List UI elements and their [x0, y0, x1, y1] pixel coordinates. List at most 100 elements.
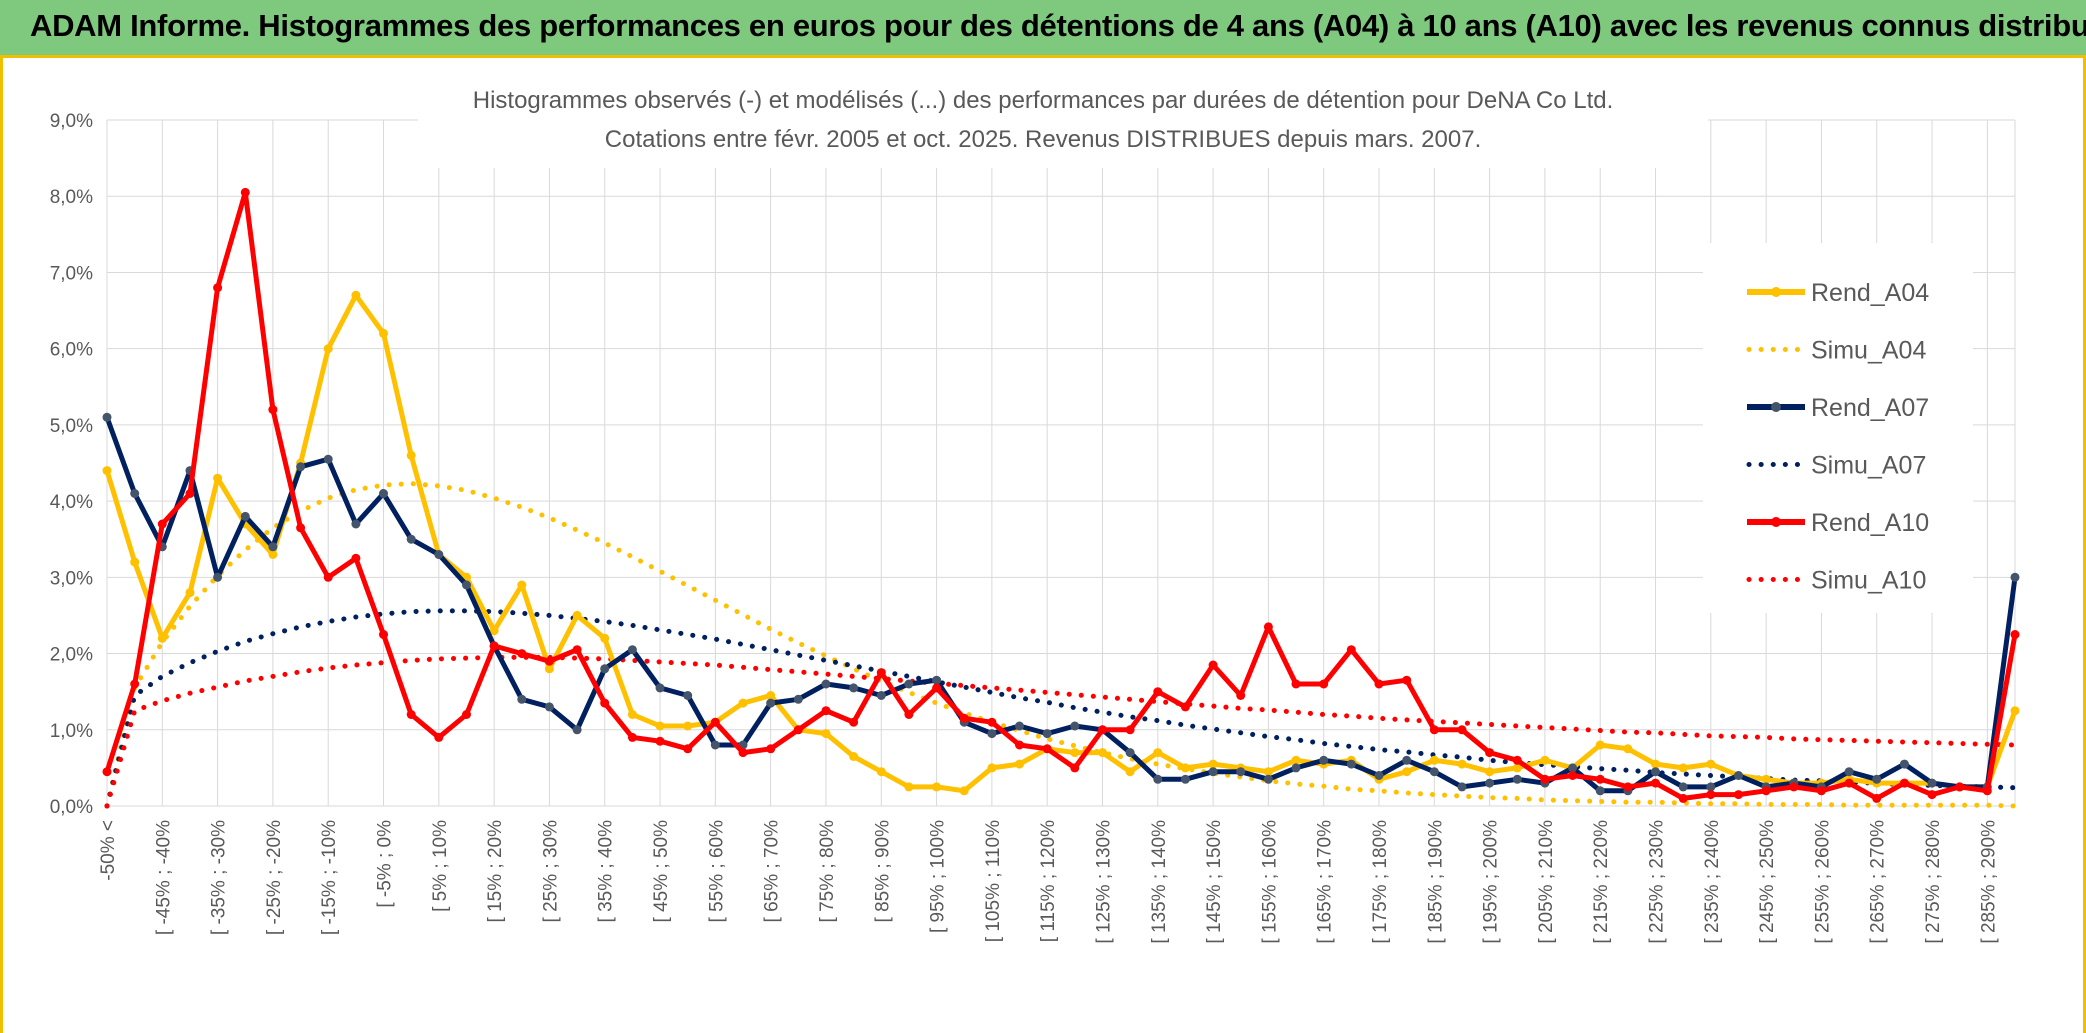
data-point-rend-a10: [738, 748, 748, 758]
y-tick-label: 8,0%: [50, 187, 93, 208]
data-point-rend-a07: [379, 489, 388, 498]
data-point-rend-a04: [1761, 774, 1771, 784]
data-point-rend-a04: [213, 473, 223, 483]
chart: 0,0% 1,0% 2,0% 3,0% 4,0% 5,0% 6,0% 7,0% 8,0% 9,0%…: [50, 76, 2020, 944]
data-point-rend-a04: [821, 729, 831, 739]
data-point-rend-a10: [1651, 778, 1660, 788]
data-point-rend-a04: [1651, 759, 1660, 769]
data-point-rend-a04: [572, 610, 582, 620]
y-tick-label: 9,0%: [50, 111, 93, 132]
data-point-rend-a07: [1457, 782, 1467, 792]
chart-title: Histogrammes observés (-) et modélisés (…: [473, 87, 1614, 114]
banner: ADAM Informe. Histogrammes des performan…: [0, 0, 2086, 58]
data-point-rend-a10: [1319, 679, 1329, 689]
data-point-rend-a04: [1623, 744, 1633, 754]
data-point-rend-a07: [213, 572, 223, 582]
data-point-rend-a04: [1180, 763, 1190, 773]
x-tick-label: [ 185% ; 190%: [1425, 820, 1446, 944]
data-point-rend-a04: [904, 782, 914, 792]
data-point-rend-a07: [904, 679, 914, 689]
x-tick-label: [ 135% ; 140%: [1149, 820, 1170, 944]
data-point-rend-a10: [296, 523, 306, 533]
data-point-rend-a07: [655, 683, 665, 693]
data-point-rend-a07: [1485, 778, 1495, 788]
data-point-rend-a04: [959, 786, 969, 796]
x-tick-label: [ -45% ; -40%: [153, 820, 174, 935]
y-tick-label: 7,0%: [50, 263, 93, 284]
data-point-rend-a07: [1651, 767, 1660, 777]
data-point-rend-a07: [1927, 778, 1937, 788]
data-point-rend-a07: [1706, 782, 1716, 792]
data-point-rend-a10: [821, 706, 831, 716]
data-point-rend-a10: [1706, 790, 1716, 800]
data-point-rend-a10: [157, 519, 167, 529]
data-point-rend-a07: [1042, 729, 1052, 739]
data-point-rend-a07: [323, 454, 333, 464]
x-tick-label: [ 25% ; 30%: [540, 820, 561, 923]
data-point-rend-a10: [710, 717, 720, 727]
data-point-rend-a10: [1982, 786, 1992, 796]
data-point-rend-a10: [572, 645, 582, 655]
x-tick-label: [ 215% ; 220%: [1591, 820, 1612, 944]
data-point-rend-a07: [406, 534, 416, 544]
data-point-rend-a04: [1208, 759, 1218, 769]
data-point-rend-a07: [627, 645, 637, 655]
x-tick-label: [ 165% ; 170%: [1315, 820, 1336, 944]
x-tick-label: [ 285% ; 290%: [1978, 820, 1999, 944]
x-tick-label: [ 75% ; 80%: [817, 820, 838, 923]
data-point-rend-a10: [379, 630, 388, 639]
legend-label: Rend_A10: [1811, 509, 1929, 537]
data-point-rend-a07: [1236, 767, 1246, 777]
data-point-rend-a07: [766, 698, 776, 708]
data-point-rend-a07: [710, 740, 720, 750]
legend-item-simu-a04: Simu_A04: [1746, 337, 1926, 365]
data-point-rend-a04: [406, 450, 416, 460]
legend-marker: [1771, 517, 1781, 527]
x-tick-label: -50% <: [98, 820, 119, 881]
title-backdrop: [418, 76, 1708, 168]
x-tick-label: [ 155% ; 160%: [1259, 820, 1280, 944]
banner-title: ADAM Informe. Histogrammes des performan…: [30, 8, 2086, 43]
data-point-rend-a10: [2010, 630, 2020, 639]
data-point-rend-a07: [240, 511, 250, 521]
data-point-rend-a10: [489, 641, 499, 651]
data-point-rend-a10: [1125, 725, 1135, 735]
series-line-rend-a07: [104, 416, 2018, 794]
x-tick-label: [ 35% ; 40%: [596, 820, 617, 923]
data-point-rend-a07: [1512, 774, 1522, 784]
data-point-rend-a10: [1236, 691, 1246, 700]
data-point-rend-a10: [1540, 774, 1550, 784]
legend-label: Simu_A07: [1811, 452, 1926, 480]
y-tick-label: 4,0%: [50, 492, 93, 513]
data-point-rend-a07: [1872, 774, 1882, 784]
data-point-rend-a10: [1678, 793, 1688, 803]
data-point-rend-a04: [1015, 759, 1024, 769]
x-tick-label: [ 45% ; 50%: [651, 820, 672, 923]
data-point-rend-a07: [1429, 767, 1439, 777]
data-point-rend-a10: [1070, 763, 1080, 773]
series-line-simu-a10: [104, 654, 2018, 809]
x-tick-label: [ -15% ; -10%: [319, 820, 340, 935]
data-point-rend-a04: [517, 580, 527, 590]
data-point-rend-a04: [268, 550, 278, 559]
data-point-rend-a04: [1153, 748, 1163, 758]
data-point-rend-a04: [379, 328, 388, 338]
x-axis-ticks: -50% < [ -45% ; -40% [ -35% ; -30% [ -25% ;…: [98, 820, 1999, 944]
data-point-rend-a07: [296, 462, 306, 472]
data-point-rend-a10: [544, 656, 554, 666]
data-point-rend-a04: [1457, 759, 1467, 769]
data-point-rend-a07: [434, 550, 444, 559]
x-tick-label: [ 235% ; 240%: [1702, 820, 1723, 944]
data-point-rend-a04: [1429, 755, 1439, 765]
data-point-rend-a10: [240, 187, 250, 197]
series-line-rend-a10: [104, 189, 2018, 801]
x-tick-label: [ 65% ; 70%: [762, 820, 783, 923]
data-point-rend-a10: [1623, 782, 1633, 792]
y-tick-label: 1,0%: [50, 721, 93, 742]
y-tick-label: 5,0%: [50, 416, 93, 437]
data-point-rend-a07: [932, 675, 942, 685]
data-point-rend-a04: [876, 767, 886, 777]
x-tick-label: [ 15% ; 20%: [485, 820, 506, 923]
data-point-rend-a04: [185, 588, 195, 598]
data-point-rend-a04: [102, 466, 112, 476]
